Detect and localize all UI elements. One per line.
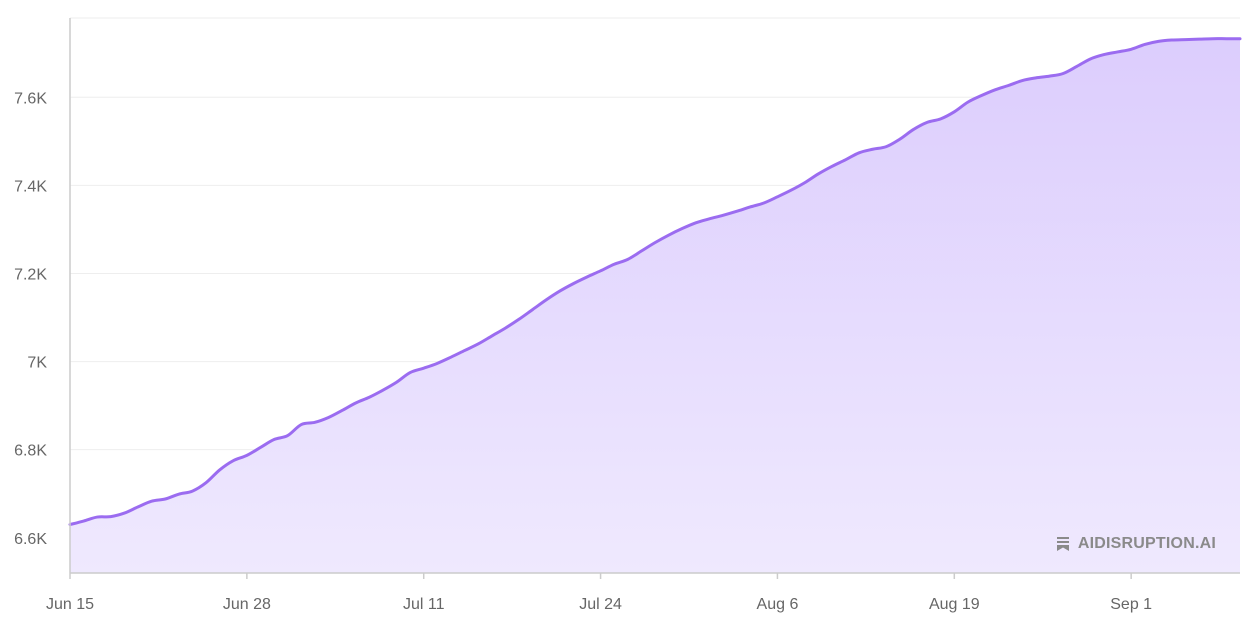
watermark: AIDISRUPTION.AI (1056, 535, 1216, 553)
x-tick-label: Jul 11 (403, 596, 445, 613)
y-tick-label: 7.6K (14, 90, 47, 107)
y-tick-label: 7.4K (14, 178, 47, 195)
y-tick-label: 6.8K (14, 443, 47, 460)
x-tick-label: Jul 24 (579, 596, 622, 613)
y-tick-label: 6.6K (14, 531, 47, 548)
x-tick-label: Aug 6 (757, 596, 799, 613)
x-tick-label: Jun 28 (223, 596, 271, 613)
y-tick-label: 7K (27, 355, 47, 372)
bookmark-icon (1056, 537, 1069, 551)
watermark-text: AIDISRUPTION.AI (1077, 535, 1216, 552)
series-line (68, 37, 1242, 527)
x-tick-label: Sep 1 (1110, 596, 1152, 613)
area-fill (70, 38, 1240, 574)
y-tick-label: 7.2K (14, 266, 47, 283)
x-tick-label: Jun 15 (46, 596, 94, 613)
x-tick-label: Aug 19 (929, 596, 980, 613)
axes (69, 18, 1240, 574)
y-axis-ticks: 6.6K 6.8K 7K 7.2K 7.4K 7.6K (14, 90, 47, 547)
x-axis-ticks: Jun 15 Jun 28 Jul 11 Jul 24 Aug 6 Aug 19 Sep 1 (46, 573, 1152, 613)
